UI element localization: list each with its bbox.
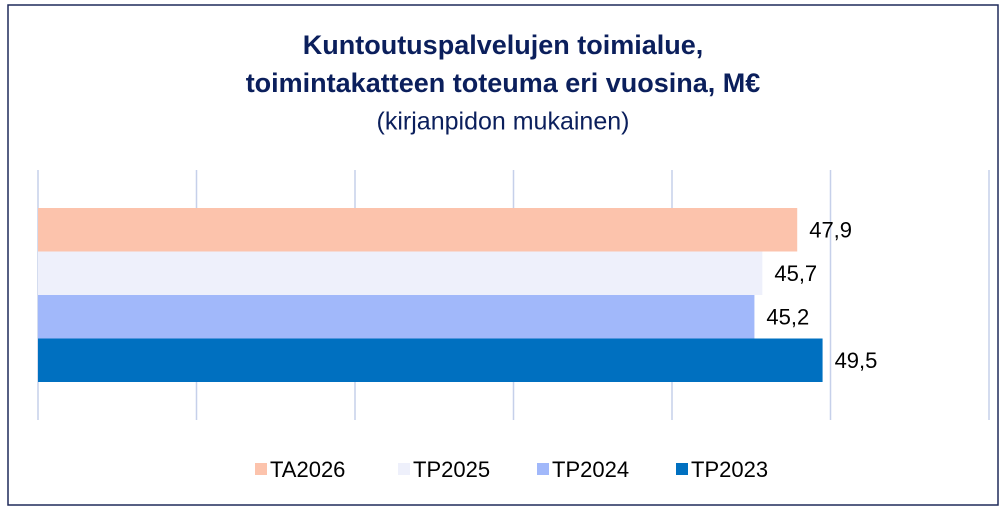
chart-title: toimintakatteen toteuma eri vuosina, M€ [246,68,761,98]
bar [38,338,823,382]
data-label: 45,2 [766,305,809,330]
bar [38,251,763,295]
legend-label: TP2024 [552,457,629,482]
chart-title: Kuntoutuspalvelujen toimialue, [303,30,704,60]
legend-label: TA2026 [270,457,345,482]
chart-subtitle: (kirjanpidon mukainen) [377,108,630,136]
legend-swatch [537,463,549,475]
legend-swatch [255,463,267,475]
legend-swatch [676,463,688,475]
data-label: 45,7 [774,261,817,286]
data-label: 47,9 [809,218,852,243]
data-label: 49,5 [835,348,878,373]
legend-swatch [398,463,410,475]
bar [38,208,798,252]
bar [38,295,755,339]
legend-label: TP2023 [691,457,768,482]
legend-label: TP2025 [413,457,490,482]
